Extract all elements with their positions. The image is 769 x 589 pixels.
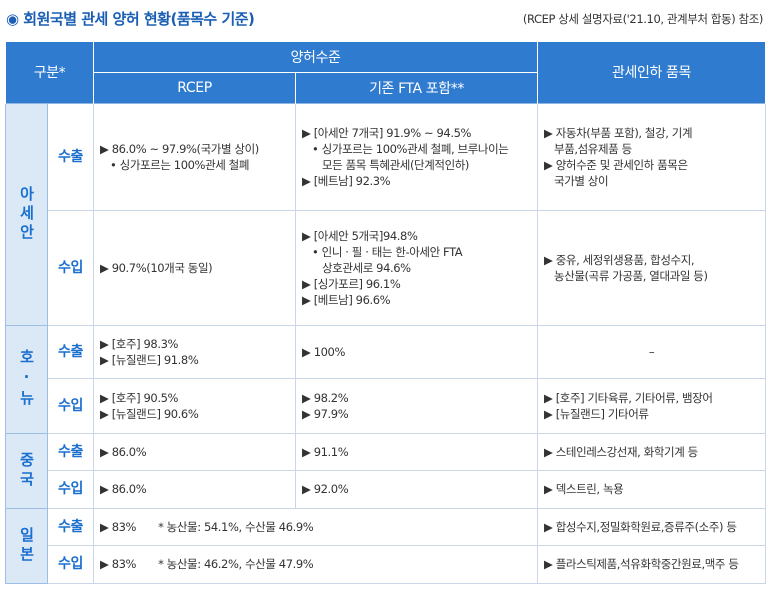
items-cell: – — [537, 324, 767, 379]
cell-line: ▶ 90.7%(10개국 동일) — [100, 260, 213, 275]
rcep-cell: ▶ 86.0% — [93, 469, 296, 509]
row-type: 수입 — [47, 377, 94, 434]
group-name: 호·뉴 — [5, 324, 48, 434]
source: (RCEP 상세 설명자료('21.10, 관계부처 합동) 참조) — [522, 12, 764, 26]
cell-line: ▶ 91.1% — [302, 444, 349, 459]
note: * 농산물: 46.2%, 수산물 47.9% — [158, 557, 314, 571]
fta-cell: ▶ [아세안 5개국]94.8% • 인니 · 필 · 태는 한-아세안 FTA 상… — [294, 209, 539, 326]
cell-line: ▶ 100% — [302, 344, 345, 359]
table-row: 수입 ▶ 86.0% ▶ 92.0% ▶ 덱스트린, 녹용 — [6, 469, 767, 509]
rcep-cell: ▶ [호주] 90.5% ▶ [뉴질랜드] 90.6% — [93, 377, 296, 434]
cell-line: ▶ 스테인레스강선재, 화학기계 등 — [544, 444, 698, 459]
row-type: 수출 — [47, 507, 94, 546]
cell-line: ▶ [호주] 기타육류, 기타어류, 뱀장어 — [544, 390, 713, 405]
rcep-cell: ▶ [호주] 98.3% ▶ [뉴질랜드] 91.8% — [93, 324, 296, 379]
cell-line: ▶ [베트남] 96.6% — [302, 292, 391, 307]
cell-line: ▶ [아세안 5개국]94.8% — [302, 228, 418, 243]
row-type: 수출 — [47, 102, 94, 211]
cell-line: 농산물(곡류 가공품, 열대과일 등) — [554, 268, 708, 283]
cell-line: ▶ [아세안 7개국] 91.9% ~ 94.5% — [302, 125, 472, 140]
cell-line: ▶ 92.0% — [302, 482, 349, 496]
cell-line: ▶ 자동차(부품 포함), 철강, 기계 — [544, 125, 693, 140]
rcep-cell: ▶ 83% * 농산물: 46.2%, 수산물 47.9% — [92, 544, 539, 584]
cell-line: • 인니 · 필 · 태는 한-아세안 FTA — [312, 244, 463, 259]
row-type: 수입 — [47, 544, 94, 584]
cell-line: – — [648, 344, 655, 359]
items-cell: ▶ 자동차(부품 포함), 철강, 기계 부품,섬유제품 등 ▶ 양허수준 및 관세… — [537, 102, 767, 211]
rcep-cell: ▶ 86.0% ~ 97.9%(국가별 상이) • 싱가포르는 100%관세 철폐 — [93, 102, 296, 211]
cell-line: ▶ 플라스틱제품,석유화학중간원료,맥주 등 — [544, 557, 739, 571]
cell-line: 부품,섬유제품 등 — [554, 141, 632, 156]
table-row: 아세안 수출 ▶ 86.0% ~ 97.9%(국가별 상이) • 싱가포르는 100%… — [5, 102, 767, 326]
cell-line: 상호관세로 94.6% — [322, 260, 411, 275]
cell-line: ▶ 덱스트린, 녹용 — [544, 482, 624, 496]
rcep-value: ▶ 83% — [100, 557, 137, 571]
table-row: 수입 ▶ 90.7%(10개국 동일) ▶ [아세안 5개국]94.8% • 인니 ·… — [6, 209, 767, 326]
cell-line: ▶ 중유, 세정위생용품, 합성수지, — [544, 252, 695, 267]
cell-line: ▶ 83% * 농산물: 54.1%, 수산물 46.9% — [100, 519, 531, 535]
items-cell: ▶ 플라스틱제품,석유화학중간원료,맥주 등 — [537, 544, 767, 584]
table-row: 중국 수출 ▶ 86.0% ▶ 91.1% ▶ 스테인레스강선재, 화학기계 등 — [5, 432, 767, 509]
row-type: 수출 — [47, 432, 94, 471]
tariff-table: 구분* 양허수준 관세인하 품목 RCEP 기존 FTA 포함** 아세안 수출 ▶ 86… — [5, 42, 767, 584]
cell-line: ▶ [뉴질랜드] 90.6% — [100, 406, 199, 421]
rcep-value: ▶ 83% — [100, 519, 137, 534]
fta-cell: ▶ [아세안 7개국] 91.9% ~ 94.5% • 싱가포르는 100%관세 … — [294, 102, 539, 211]
table-row: 수입 ▶ 83% * 농산물: 46.2%, 수산물 47.9% ▶ 플라스틱제품,석… — [6, 544, 767, 584]
cell-line: ▶ [싱가포르] 96.1% — [302, 276, 401, 291]
cell-line: ▶ 86.0% — [100, 444, 147, 459]
head-level: 양허수준 — [92, 42, 539, 73]
head-fta: 기존 FTA 포함** — [294, 72, 539, 103]
items-cell: ▶ [호주] 기타육류, 기타어류, 뱀장어 ▶ [뉴질랜드] 기타어류 — [537, 377, 767, 434]
head-items: 관세인하 품목 — [537, 42, 767, 103]
cell-line: ▶ [뉴질랜드] 기타어류 — [544, 406, 649, 421]
items-cell: ▶ 덱스트린, 녹용 — [537, 469, 767, 509]
items-cell: ▶ 합성수지,정밀화학원료,증류주(소주) 등 — [537, 507, 767, 546]
row-type: 수입 — [47, 469, 94, 509]
head-rcep: RCEP — [93, 72, 296, 103]
cell-line: ▶ 97.9% — [302, 406, 349, 421]
rcep-cell: ▶ 83% * 농산물: 54.1%, 수산물 46.9% — [92, 507, 539, 546]
fta-cell: ▶ 100% — [294, 324, 539, 379]
rcep-cell: ▶ 86.0% — [93, 432, 296, 471]
cell-line: 국가별 상이 — [554, 173, 609, 188]
group-name: 아세안 — [5, 102, 48, 326]
cell-line: • 싱가포르는 100%관세 철폐 — [110, 157, 250, 172]
cell-line: ▶ [베트남] 92.3% — [302, 173, 391, 188]
row-type: 수출 — [47, 324, 94, 379]
cell-line: ▶ [뉴질랜드] 91.8% — [100, 352, 199, 367]
table-row: 호·뉴 수출 ▶ [호주] 98.3% ▶ [뉴질랜드] 91.8% ▶ 100% – — [5, 324, 767, 434]
cell-line: ▶ 86.0% ~ 97.9%(국가별 상이) — [100, 141, 259, 156]
group-name: 중국 — [5, 432, 48, 509]
items-cell: ▶ 중유, 세정위생용품, 합성수지, 농산물(곡류 가공품, 열대과일 등) — [537, 209, 767, 326]
cell-line: ▶ 양허수준 및 관세인하 품목은 — [544, 157, 688, 172]
head-category: 구분* — [5, 42, 94, 103]
fta-cell: ▶ 92.0% — [294, 469, 539, 509]
group-name: 일본 — [5, 507, 48, 584]
cell-line: ▶ [호주] 98.3% — [100, 336, 179, 351]
rcep-cell: ▶ 90.7%(10개국 동일) — [93, 209, 296, 326]
title: ◉ 회원국별 관세 양허 현황(품목수 기준) — [6, 10, 255, 28]
cell-line: ▶ 86.0% — [100, 482, 147, 496]
items-cell: ▶ 스테인레스강선재, 화학기계 등 — [537, 432, 767, 471]
fta-cell: ▶ 98.2% ▶ 97.9% — [294, 377, 539, 434]
cell-line: ▶ 83% * 농산물: 46.2%, 수산물 47.9% — [100, 556, 531, 572]
note: * 농산물: 54.1%, 수산물 46.9% — [158, 519, 314, 534]
cell-line: ▶ [호주] 90.5% — [100, 390, 179, 405]
row-type: 수입 — [47, 209, 94, 326]
cell-line: • 싱가포르는 100%관세 철폐, 브루나이는 — [312, 141, 509, 156]
table-row: 일본 수출 ▶ 83% * 농산물: 54.1%, 수산물 46.9% ▶ 합성수지,정… — [5, 507, 767, 584]
fta-cell: ▶ 91.1% — [294, 432, 539, 471]
cell-line: 모든 품목 특혜관세(단계적인하) — [322, 157, 470, 172]
table-row: 수입 ▶ [호주] 90.5% ▶ [뉴질랜드] 90.6% ▶ 98.2% ▶ 97.… — [6, 377, 767, 434]
cell-line: ▶ 98.2% — [302, 390, 349, 405]
cell-line: ▶ 합성수지,정밀화학원료,증류주(소주) 등 — [544, 519, 737, 534]
